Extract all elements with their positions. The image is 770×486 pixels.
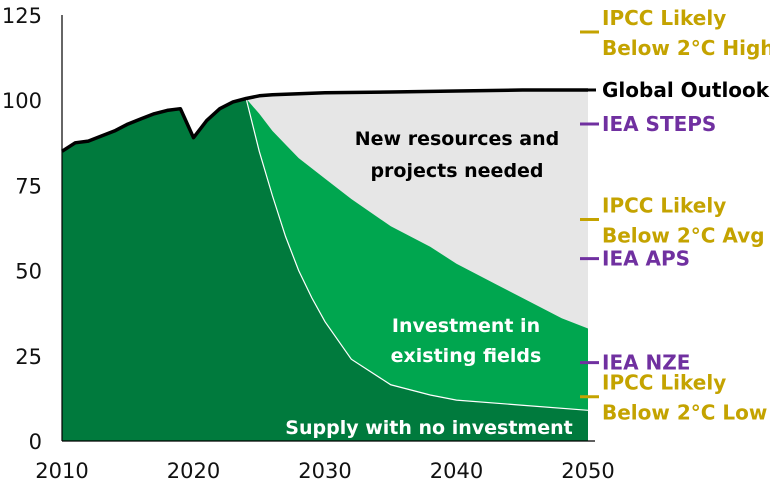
label-no-investment: Supply with no investment bbox=[285, 417, 572, 439]
y-tick-label: 25 bbox=[15, 345, 42, 369]
global-outlook-line bbox=[61, 88, 588, 153]
label-existing-fields-2: existing fields bbox=[391, 345, 542, 367]
y-tick-label: 50 bbox=[15, 260, 42, 284]
marker-ipcc-likely-below-2-c-avg: IPCC Likely Below 2°C Avg bbox=[580, 193, 765, 247]
marker-iea-steps: IEA STEPS bbox=[580, 112, 716, 136]
marker-label: Below 2°C High bbox=[602, 36, 770, 60]
label-new-resources-2: projects needed bbox=[370, 160, 543, 182]
x-tick-label: 2020 bbox=[167, 459, 220, 483]
y-tick-label: 0 bbox=[29, 430, 42, 454]
y-tick-label: 125 bbox=[2, 4, 42, 28]
label-new-resources-1: New resources and bbox=[355, 128, 560, 150]
marker-label: IPCC Likely bbox=[602, 371, 726, 395]
marker-label: IEA STEPS bbox=[602, 112, 716, 136]
y-tick-label: 75 bbox=[15, 174, 42, 198]
label-existing-fields-1: Investment in bbox=[392, 315, 540, 337]
marker-label: Global Outlook bbox=[602, 78, 770, 102]
x-tick-label: 2050 bbox=[561, 459, 614, 483]
marker-iea-aps: IEA APS bbox=[580, 247, 690, 271]
x-tick-label: 2040 bbox=[430, 459, 483, 483]
y-tick-label: 100 bbox=[2, 89, 42, 113]
marker-label: IPCC Likely bbox=[602, 193, 726, 217]
x-tick-label: 2030 bbox=[298, 459, 351, 483]
marker-ipcc-likely-below-2-c-low: IPCC Likely Below 2°C Low bbox=[580, 371, 767, 425]
no-investment-line bbox=[245, 98, 589, 411]
marker-label: IEA APS bbox=[602, 247, 690, 271]
marker-label: IPCC Likely bbox=[602, 6, 726, 30]
area-no-investment bbox=[62, 98, 588, 441]
marker-label: Below 2°C Avg bbox=[602, 223, 765, 247]
marker-iea-nze: IEA NZE bbox=[580, 351, 690, 375]
marker-ipcc-likely-below-2-c-high: IPCC Likely Below 2°C High bbox=[580, 6, 770, 60]
marker-label: Below 2°C Low bbox=[602, 401, 767, 425]
marker-global-outlook: Global Outlook bbox=[588, 78, 770, 102]
x-tick-label: 2010 bbox=[35, 459, 88, 483]
marker-label: IEA NZE bbox=[602, 351, 690, 375]
